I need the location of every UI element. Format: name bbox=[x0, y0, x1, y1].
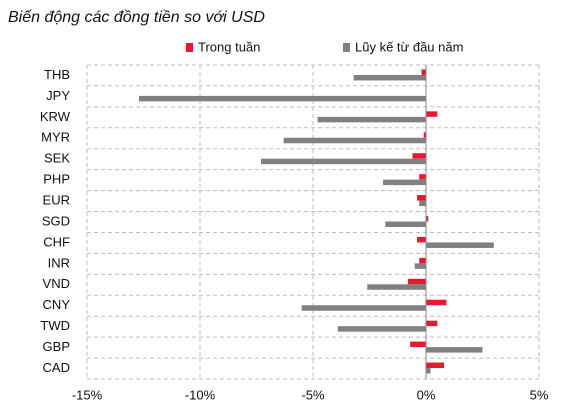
bar bbox=[383, 179, 426, 186]
y-tick-label: CAD bbox=[43, 360, 70, 375]
bar bbox=[138, 95, 427, 102]
y-tick-label: VND bbox=[43, 276, 70, 291]
bar bbox=[261, 158, 426, 165]
x-tick-label: 0% bbox=[417, 387, 436, 402]
bar bbox=[317, 116, 426, 123]
y-tick-label: PHP bbox=[43, 172, 70, 187]
chart-title: Biến động các đồng tiền so với USD bbox=[8, 9, 265, 26]
bar bbox=[419, 200, 426, 207]
legend-swatch bbox=[343, 43, 350, 52]
y-tick-label: EUR bbox=[43, 193, 70, 208]
y-tick-label: CNY bbox=[43, 297, 71, 312]
bar bbox=[426, 368, 431, 374]
bar bbox=[419, 174, 426, 180]
y-tick-label: MYR bbox=[41, 130, 70, 145]
y-tick-label: KRW bbox=[40, 109, 71, 124]
bar bbox=[353, 74, 426, 81]
bar bbox=[426, 111, 438, 117]
bar bbox=[407, 278, 426, 285]
legend-swatch bbox=[186, 43, 193, 52]
y-tick-label: SGD bbox=[42, 213, 70, 228]
bar bbox=[421, 69, 426, 75]
y-tick-label: CHF bbox=[43, 234, 70, 249]
legend-label: Trong tuần bbox=[198, 39, 260, 54]
y-tick-label: SEK bbox=[44, 151, 70, 166]
bar bbox=[426, 299, 447, 306]
bar bbox=[426, 362, 445, 369]
bar bbox=[283, 137, 426, 144]
y-tick-label: INR bbox=[48, 255, 70, 270]
x-tick-label: -10% bbox=[185, 387, 216, 402]
x-tick-label: -5% bbox=[301, 387, 325, 402]
bar bbox=[416, 236, 426, 243]
bar bbox=[337, 326, 426, 332]
bar bbox=[426, 347, 483, 353]
x-tick-label: -15% bbox=[72, 387, 103, 402]
bar bbox=[426, 242, 494, 248]
bar bbox=[426, 216, 429, 222]
x-tick-label: 5% bbox=[530, 387, 549, 402]
bar bbox=[412, 153, 426, 159]
bar bbox=[367, 284, 426, 290]
bar bbox=[419, 257, 426, 264]
y-tick-label: GBP bbox=[43, 339, 70, 354]
y-tick-label: THB bbox=[44, 67, 70, 82]
bar bbox=[385, 221, 426, 227]
bar bbox=[426, 320, 438, 327]
legend-label: Lũy kế từ đầu năm bbox=[355, 39, 463, 54]
y-tick-label: JPY bbox=[46, 88, 70, 103]
bar bbox=[423, 132, 426, 138]
bar bbox=[410, 341, 426, 348]
bar bbox=[414, 263, 426, 269]
bar bbox=[301, 305, 426, 311]
bar bbox=[416, 195, 426, 201]
y-tick-label: TWD bbox=[40, 318, 70, 333]
